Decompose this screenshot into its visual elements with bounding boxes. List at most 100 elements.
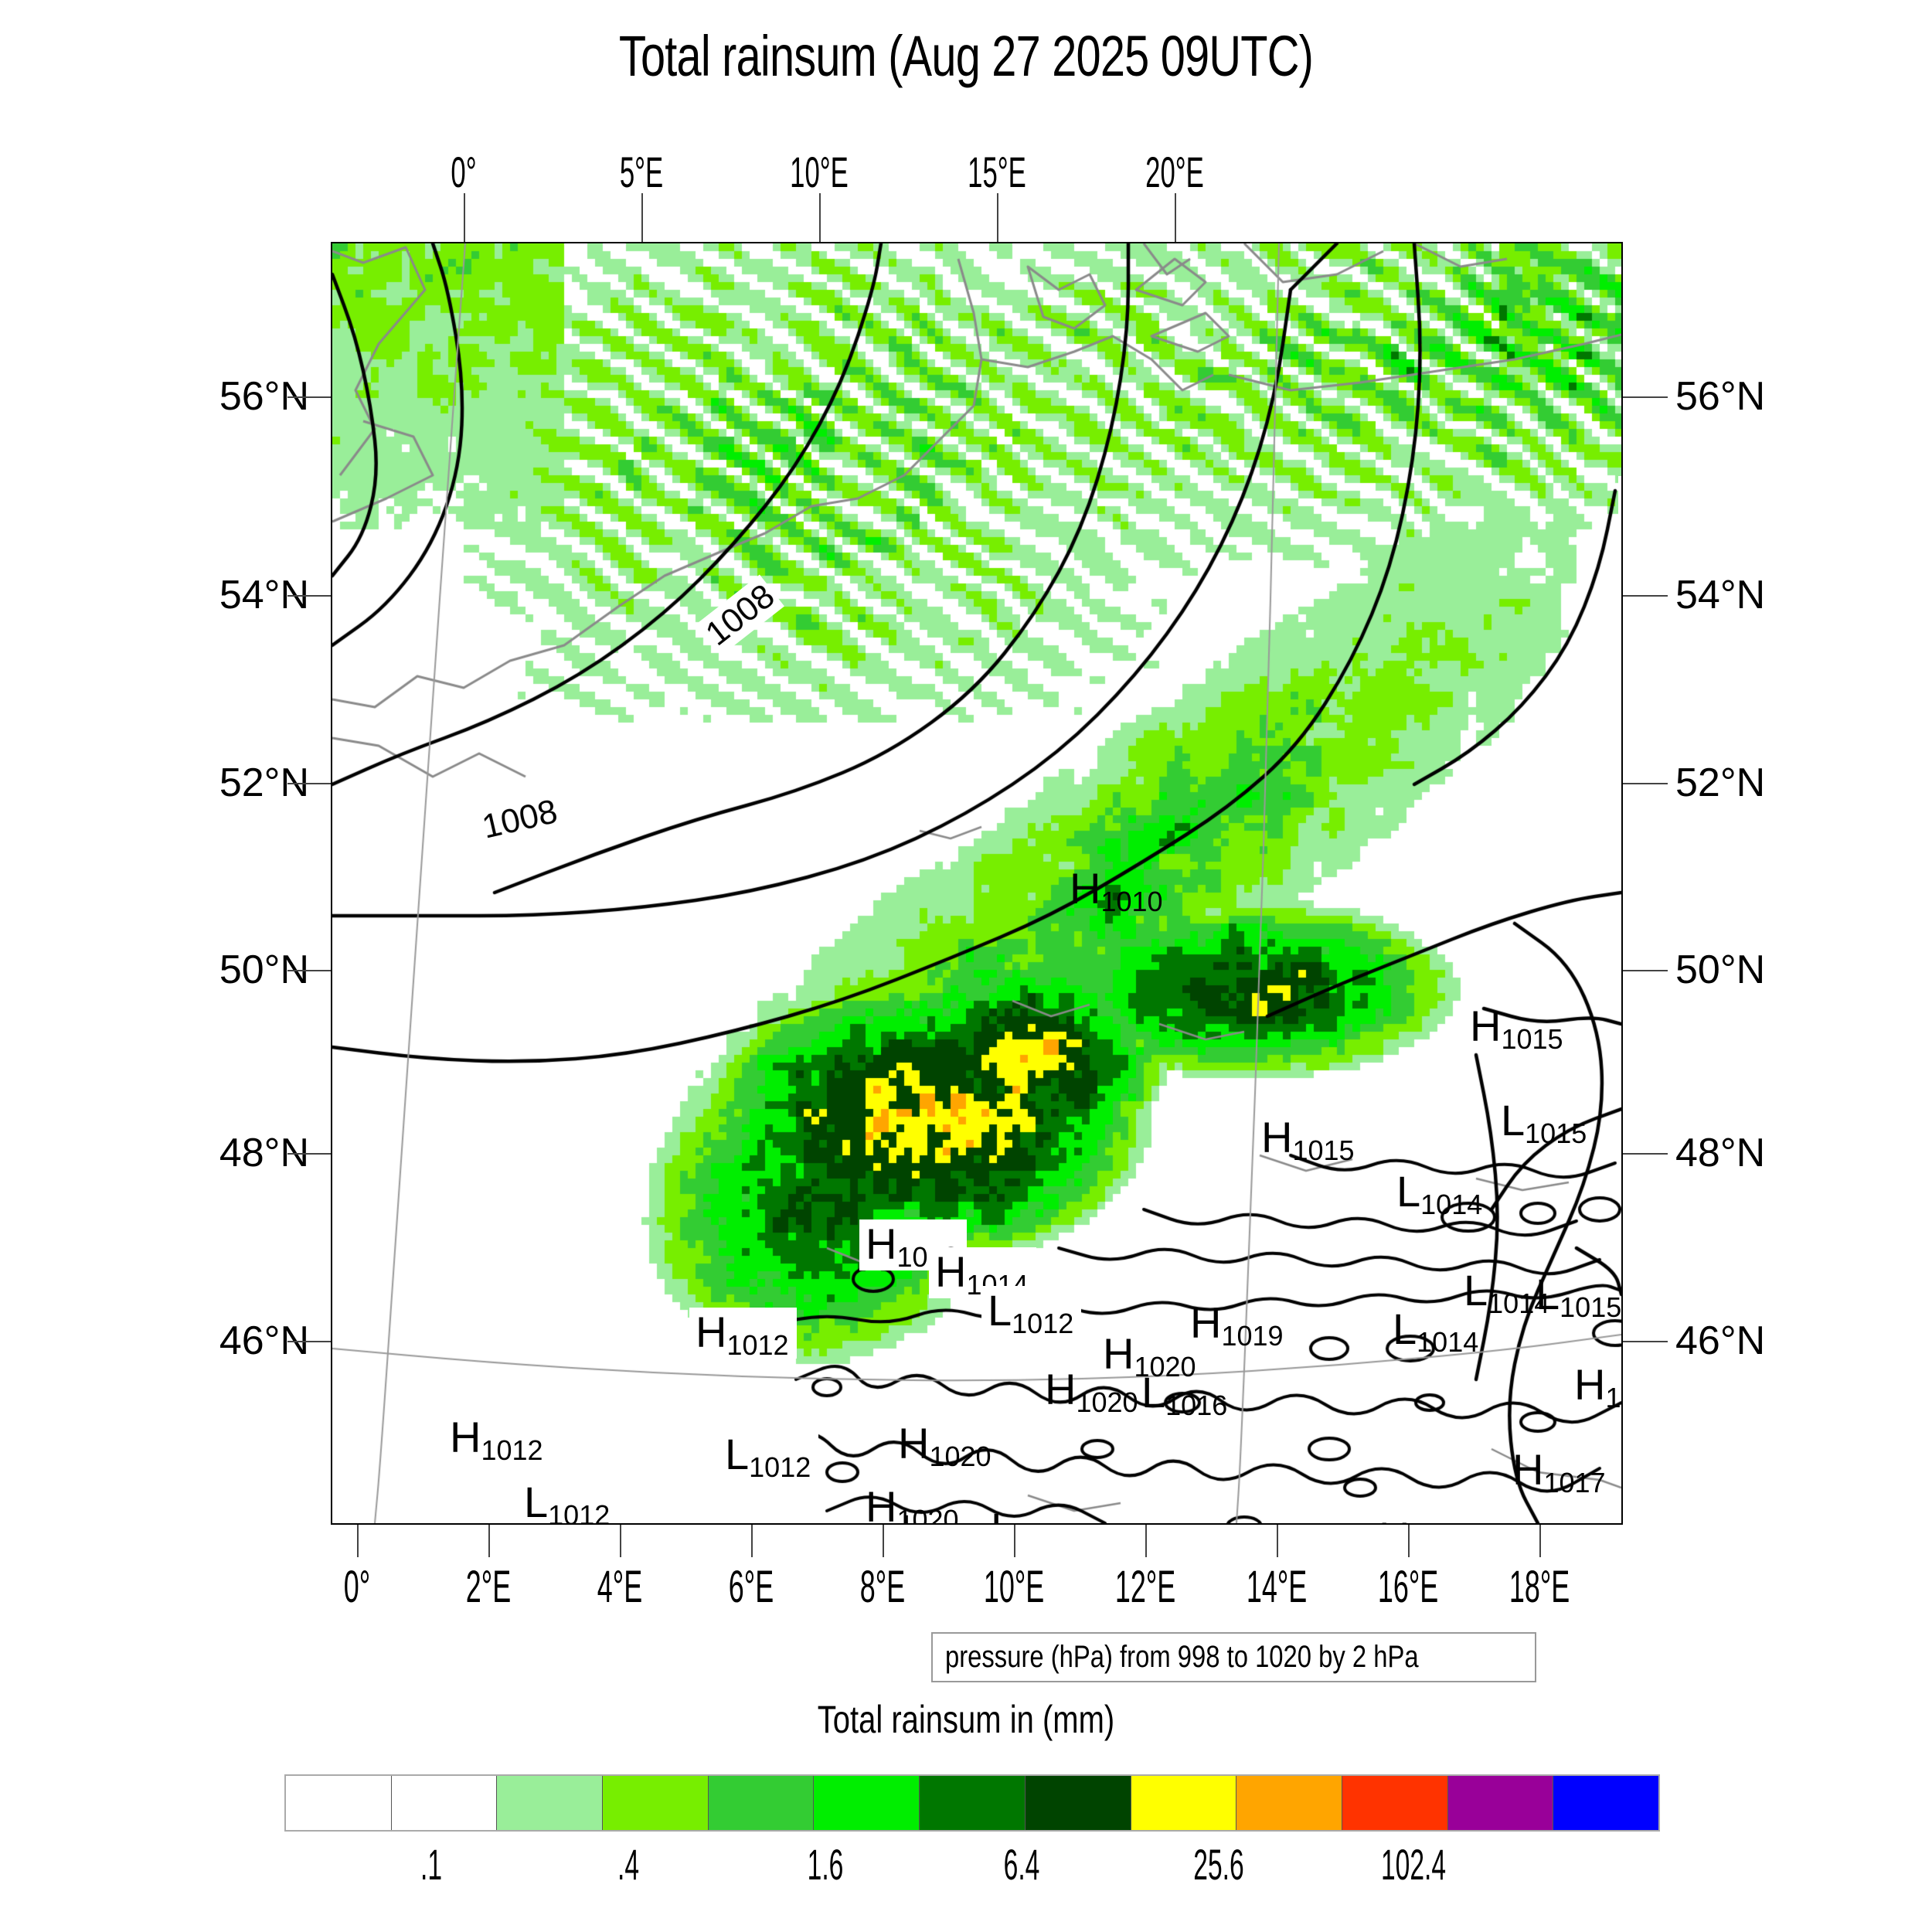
lon-tick-mark-bottom-3 bbox=[751, 1525, 753, 1557]
pressure-marker-value: 1014 bbox=[1488, 1287, 1550, 1319]
pressure-marker-type: L bbox=[1396, 1167, 1421, 1216]
lon-tick-bottom-4: 8°E bbox=[859, 1562, 906, 1612]
map-plot-area[interactable]: H1010 H1015 L1015 H1015 L1014 L1014 L1015 L1014… bbox=[331, 242, 1623, 1525]
colorbar-cell-12[interactable] bbox=[1553, 1776, 1658, 1830]
pressure-marker-type: H bbox=[696, 1308, 727, 1356]
pressure-marker-value: 1012 bbox=[548, 1499, 611, 1525]
pressure-marker-value: 1020 bbox=[1134, 1351, 1196, 1383]
colorbar-cell-0[interactable] bbox=[286, 1776, 392, 1830]
colorbar-cell-4[interactable] bbox=[708, 1776, 815, 1830]
pressure-marker-high-20: H1017 bbox=[1512, 1445, 1606, 1497]
lon-tick-bottom-8: 16°E bbox=[1377, 1562, 1439, 1612]
pressure-marker-value: 1012 bbox=[726, 1329, 789, 1361]
pressure-marker-type: L bbox=[1464, 1266, 1488, 1315]
colorbar-ticks: .1 .4 1.6 6.4 25.6 102.4 bbox=[284, 1839, 1660, 1901]
pressure-marker-value: 1010 bbox=[1100, 886, 1163, 917]
pressure-marker-value: 1015 bbox=[1292, 1134, 1355, 1166]
lon-tick-top-3: 15°E bbox=[968, 148, 1026, 196]
pressure-marker-high-1: H1015 bbox=[1470, 1002, 1563, 1053]
lat-tick-mark-left-0 bbox=[287, 396, 332, 398]
lon-tick-mark-top-1 bbox=[641, 193, 643, 244]
colorbar-cell-10[interactable] bbox=[1342, 1776, 1448, 1830]
pressure-marker-type: H bbox=[1261, 1113, 1293, 1162]
lon-tick-mark-bottom-9 bbox=[1539, 1525, 1541, 1557]
pressure-marker-type: H bbox=[1103, 1329, 1134, 1378]
lon-tick-mark-top-3 bbox=[997, 193, 998, 244]
pressure-marker-high-3: H1015 bbox=[1261, 1113, 1355, 1165]
colorbar-caption: Total rainsum in (mm) bbox=[817, 1698, 1115, 1741]
colorbar-cell-2[interactable] bbox=[497, 1776, 604, 1830]
pressure-marker-type: L bbox=[1141, 1368, 1166, 1417]
pressure-marker-value: 1020 bbox=[929, 1440, 992, 1472]
lon-tick-mark-bottom-7 bbox=[1277, 1525, 1278, 1557]
colorbar-cell-7[interactable] bbox=[1025, 1776, 1131, 1830]
lon-tick-bottom-2: 4°E bbox=[597, 1562, 643, 1612]
lat-tick-mark-left-1 bbox=[287, 595, 332, 597]
pressure-marker-high-0: H1010 bbox=[1070, 867, 1163, 916]
pressure-marker-type: H bbox=[1190, 1298, 1222, 1347]
pressure-marker-type: L bbox=[1501, 1096, 1526, 1145]
precipitation-contour-canvas bbox=[332, 243, 1621, 1523]
colorbar-cell-9[interactable] bbox=[1236, 1776, 1342, 1830]
lat-tick-mark-left-2 bbox=[287, 783, 332, 784]
pressure-marker-type: L bbox=[991, 1504, 1015, 1524]
lat-tick-right-5: 46°N bbox=[1675, 1318, 1766, 1363]
colorbar-tick-0: .1 bbox=[420, 1840, 443, 1889]
pressure-marker-value: 1015 bbox=[1501, 1023, 1563, 1055]
lon-tick-mark-top-4 bbox=[1175, 193, 1176, 244]
pressure-marker-type: L bbox=[1393, 1304, 1417, 1353]
colorbar-cell-1[interactable] bbox=[391, 1776, 498, 1830]
lat-tick-mark-left-3 bbox=[287, 970, 332, 971]
pressure-marker-value: 1019 bbox=[1221, 1320, 1284, 1352]
pressure-marker-type: H bbox=[1512, 1445, 1544, 1494]
lon-tick-top-2: 10°E bbox=[790, 148, 849, 196]
colorbar-cell-11[interactable] bbox=[1447, 1776, 1554, 1830]
pressure-marker-value: 1017 bbox=[1543, 1467, 1606, 1498]
pressure-note-text: pressure (hPa) from 998 to 1020 by 2 hPa bbox=[945, 1640, 1419, 1674]
lon-tick-mark-bottom-6 bbox=[1145, 1525, 1147, 1557]
lat-tick-mark-right-2 bbox=[1621, 783, 1668, 784]
lon-tick-top-4: 20°E bbox=[1145, 148, 1204, 196]
lon-tick-mark-top-0 bbox=[464, 193, 465, 244]
colorbar-cell-6[interactable] bbox=[920, 1776, 1026, 1830]
pressure-marker-type: L bbox=[900, 1505, 924, 1524]
pressure-marker-type: H bbox=[935, 1247, 967, 1296]
colorbar-cell-8[interactable] bbox=[1131, 1776, 1237, 1830]
pressure-marker-type: H bbox=[450, 1413, 481, 1461]
colorbar-cell-5[interactable] bbox=[814, 1776, 920, 1830]
colorbar-cell-3[interactable] bbox=[603, 1776, 709, 1830]
pressure-marker-high-15: H1020 bbox=[1045, 1368, 1138, 1417]
lat-tick-right-2: 52°N bbox=[1675, 760, 1766, 805]
colorbar[interactable] bbox=[284, 1774, 1660, 1832]
colorbar-tick-1: .4 bbox=[617, 1840, 640, 1889]
lat-tick-mark-left-4 bbox=[287, 1153, 332, 1155]
pressure-marker-value: 1014 bbox=[1420, 1189, 1483, 1220]
lon-tick-mark-top-2 bbox=[819, 193, 821, 244]
lon-tick-bottom-7: 14°E bbox=[1246, 1562, 1308, 1612]
pressure-marker-high-12: H1012 bbox=[689, 1308, 797, 1359]
colorbar-tick-2: 1.6 bbox=[807, 1840, 843, 1889]
pressure-marker-low-24: L1016 bbox=[991, 1504, 1077, 1524]
pressure-marker-high-27: H bbox=[1618, 645, 1621, 696]
lat-tick-mark-right-0 bbox=[1621, 396, 1668, 398]
pressure-marker-low-21: L1012 bbox=[518, 1478, 618, 1525]
lon-tick-bottom-3: 6°E bbox=[728, 1562, 774, 1612]
lat-tick-mark-right-5 bbox=[1621, 1341, 1668, 1342]
pressure-marker-value: 1015 bbox=[1525, 1117, 1587, 1149]
lat-tick-mark-right-4 bbox=[1621, 1153, 1668, 1155]
pressure-marker-type: L bbox=[988, 1286, 1012, 1335]
colorbar-tick-3: 6.4 bbox=[1003, 1840, 1040, 1889]
colorbar-tick-5: 102.4 bbox=[1381, 1840, 1447, 1889]
pressure-marker-type: L bbox=[524, 1478, 549, 1525]
pressure-marker-high-14: H101 bbox=[1574, 1363, 1621, 1412]
pressure-marker-value: 1015 bbox=[1560, 1291, 1622, 1323]
lon-tick-bottom-6: 12°E bbox=[1114, 1562, 1176, 1612]
lon-tick-top-0: 0° bbox=[451, 148, 477, 196]
pressure-marker-type: H bbox=[898, 1419, 930, 1468]
pressure-marker-type: H bbox=[1470, 1002, 1502, 1050]
pressure-note-box: pressure (hPa) from 998 to 1020 by 2 hPa bbox=[931, 1632, 1537, 1682]
lat-tick-right-3: 50°N bbox=[1675, 947, 1766, 992]
pressure-marker-low-6: L1015 bbox=[1536, 1273, 1621, 1321]
pressure-marker-type: L bbox=[725, 1430, 750, 1478]
lon-tick-mark-bottom-0 bbox=[357, 1525, 359, 1557]
